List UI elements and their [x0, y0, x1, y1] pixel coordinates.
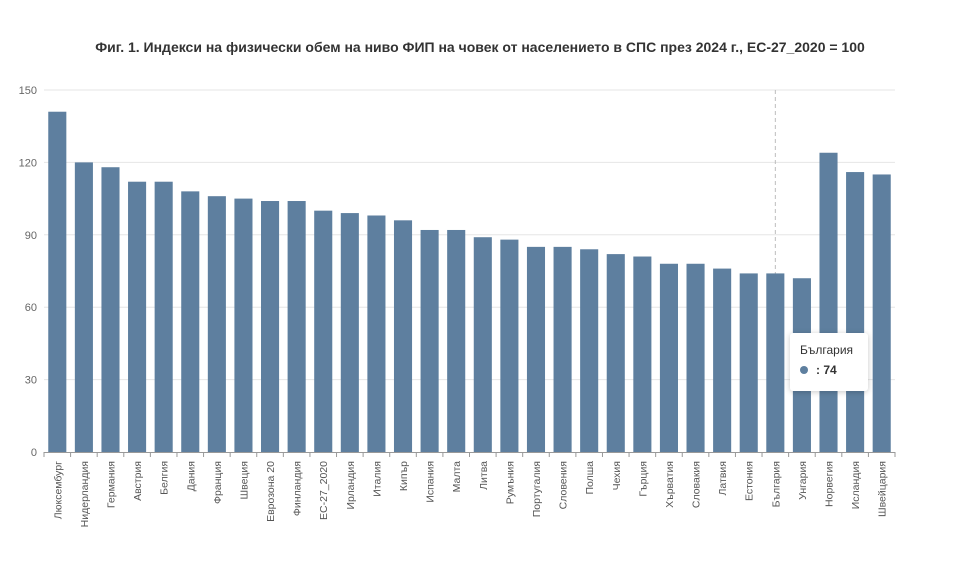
- bar[interactable]: [553, 246, 572, 452]
- series-dot-icon: [800, 366, 808, 374]
- tooltip-title: България: [800, 343, 854, 357]
- x-tick-label: Полша: [584, 461, 596, 495]
- bar[interactable]: [713, 268, 732, 452]
- bar[interactable]: [606, 254, 625, 452]
- bar[interactable]: [447, 229, 466, 452]
- bar[interactable]: [526, 246, 546, 452]
- bar[interactable]: [393, 220, 413, 452]
- x-axis: [43, 452, 896, 457]
- bar[interactable]: [128, 181, 147, 452]
- x-tick-label: Люксембург: [52, 461, 64, 519]
- bar[interactable]: [101, 167, 120, 452]
- x-tick-label: Хърватия: [664, 461, 676, 508]
- x-tick-label: Ирландия: [345, 461, 357, 509]
- bar[interactable]: [846, 172, 865, 452]
- y-axis-labels: 0 30 60 90 120 150: [19, 85, 37, 459]
- x-tick-label: Португалия: [531, 461, 543, 517]
- x-tick-label: Чехия: [611, 461, 623, 490]
- bar[interactable]: [580, 249, 599, 452]
- x-tick-label: Латвия: [717, 461, 729, 495]
- x-tick-label: Белгия: [159, 461, 171, 495]
- bar[interactable]: [314, 210, 333, 452]
- y-tick-label: 90: [25, 230, 37, 242]
- bar[interactable]: [420, 229, 439, 452]
- x-tick-label: Гърция: [637, 461, 649, 497]
- bar[interactable]: [181, 191, 200, 453]
- x-tick-label: Италия: [371, 461, 383, 497]
- x-tick-label: Еврозона 20: [265, 461, 277, 522]
- x-tick-label: Словения: [558, 461, 570, 509]
- bar[interactable]: [287, 201, 306, 452]
- x-tick-label: Естония: [744, 461, 756, 501]
- y-tick-label: 120: [19, 157, 37, 169]
- chart-title: Фиг. 1. Индекси на физически обем на нив…: [95, 39, 865, 55]
- x-axis-labels: Люксембург Нидерландия Германия Австрия Белг…: [52, 461, 888, 528]
- x-tick-label: Исландия: [850, 461, 862, 509]
- bar[interactable]: [207, 196, 226, 452]
- bar[interactable]: [500, 239, 519, 452]
- x-tick-label: Испания: [425, 461, 437, 503]
- y-tick-label: 30: [25, 375, 37, 387]
- x-tick-label: Словакия: [691, 461, 703, 508]
- bar[interactable]: [739, 273, 758, 452]
- bar[interactable]: [48, 111, 67, 452]
- bar[interactable]: [234, 198, 253, 452]
- bar[interactable]: [633, 256, 652, 452]
- bar[interactable]: [340, 213, 359, 452]
- bar[interactable]: [872, 174, 891, 452]
- bar[interactable]: [154, 181, 173, 452]
- x-tick-label: Швеция: [238, 461, 250, 500]
- x-tick-label: Румъния: [504, 461, 516, 504]
- x-tick-label: Франция: [212, 461, 224, 504]
- tooltip-row: : 74: [800, 363, 858, 377]
- bars: [48, 111, 891, 453]
- x-tick-label: Германия: [105, 461, 117, 508]
- bar[interactable]: [819, 152, 838, 452]
- y-tick-label: 60: [25, 302, 37, 314]
- x-tick-label: Дания: [185, 461, 197, 491]
- bar[interactable]: [766, 273, 785, 452]
- x-tick-label: Норвегия: [824, 461, 836, 507]
- x-tick-label: Малта: [451, 461, 463, 493]
- x-tick-label: Австрия: [132, 461, 144, 501]
- bar[interactable]: [686, 263, 705, 452]
- y-tick-label: 150: [19, 85, 37, 97]
- x-tick-label: Швейцария: [877, 461, 889, 517]
- x-tick-label: България: [770, 461, 782, 507]
- bar[interactable]: [261, 201, 280, 452]
- x-tick-label: Нидерландия: [79, 461, 91, 527]
- bar[interactable]: [74, 162, 93, 452]
- bar[interactable]: [659, 263, 678, 452]
- tooltip-value: : 74: [816, 363, 837, 377]
- x-tick-label: Кипър: [398, 461, 410, 491]
- x-tick-label: Унгария: [797, 461, 809, 500]
- x-tick-label: Литва: [478, 461, 490, 490]
- x-tick-label: Финландия: [292, 461, 304, 516]
- bar[interactable]: [367, 215, 386, 452]
- x-tick-label: ЕС-27_2020: [318, 461, 330, 520]
- tooltip: България : 74: [790, 333, 868, 391]
- bar[interactable]: [473, 237, 492, 452]
- y-tick-label: 0: [31, 447, 37, 459]
